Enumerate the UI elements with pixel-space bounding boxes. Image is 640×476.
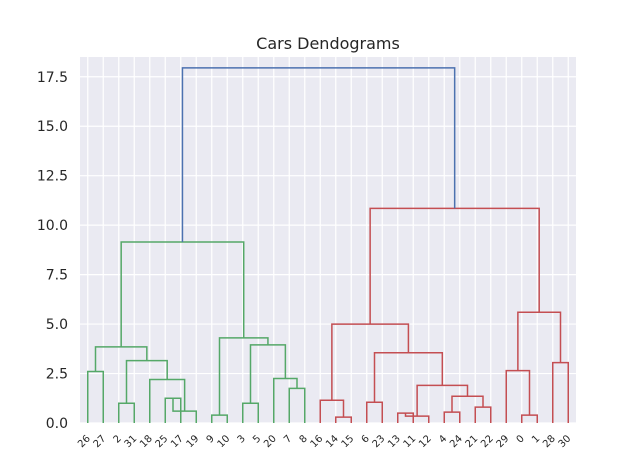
x-tick-label: 13 <box>386 433 403 450</box>
dendrogram-link <box>218 337 269 416</box>
y-tick-label: 15.0 <box>37 119 68 135</box>
y-tick-label: 7.5 <box>46 268 68 284</box>
dendrogram-link <box>319 399 345 423</box>
x-tick-label: 8 <box>298 433 310 445</box>
x-tick-label: 20 <box>262 433 279 450</box>
chart-title: Cars Dendograms <box>256 34 400 53</box>
x-tick-label: 12 <box>417 433 434 450</box>
y-tick-label: 10.0 <box>37 218 68 234</box>
x-tick-label: 10 <box>216 433 233 450</box>
x-tick-label: 27 <box>92 433 109 450</box>
x-tick-label: 23 <box>371 433 388 450</box>
dendrogram-link <box>335 416 352 423</box>
x-tick-label: 31 <box>123 433 140 450</box>
dendrogram-link <box>443 411 461 423</box>
x-tick-label: 28 <box>541 433 558 450</box>
x-tick-label: 30 <box>557 433 574 450</box>
x-tick-label: 9 <box>205 433 217 445</box>
x-tick-label: 3 <box>236 433 248 445</box>
x-tick-label: 2 <box>112 433 124 445</box>
x-tick-label: 14 <box>324 433 341 450</box>
dendrogram-link <box>181 67 456 242</box>
x-tick-label: 21 <box>464 433 481 450</box>
x-tick-label: 15 <box>340 433 357 450</box>
x-tick-label: 6 <box>360 433 372 445</box>
x-tick-label: 16 <box>309 433 326 450</box>
dendrogram-link <box>149 378 186 423</box>
dendrogram-link <box>404 413 430 423</box>
dendrogram-links <box>87 67 569 423</box>
dendrogram-link <box>397 412 414 423</box>
x-tick-label: 18 <box>138 433 155 450</box>
y-tick-label: 12.5 <box>37 169 68 185</box>
grid <box>80 57 576 424</box>
y-axis-ticks: 0.0 2.5 5.0 7.5 10.0 12.5 15.0 17.5 <box>37 70 68 432</box>
dendrogram-link <box>172 398 197 423</box>
y-tick-label: 5.0 <box>46 317 68 333</box>
x-tick-label: 5 <box>251 433 263 445</box>
x-tick-label: 0 <box>515 433 527 445</box>
dendrogram-link <box>474 406 492 423</box>
y-tick-label: 0.0 <box>46 416 68 432</box>
x-tick-label: 17 <box>169 433 186 450</box>
dendrogram-link <box>451 395 484 413</box>
plot-area <box>80 57 576 423</box>
x-tick-label: 29 <box>495 433 512 450</box>
x-tick-label: 22 <box>479 433 496 450</box>
dendrogram-link <box>373 352 444 403</box>
x-tick-label: 1 <box>530 433 542 445</box>
dendrogram-link <box>505 369 531 423</box>
x-tick-label: 26 <box>76 433 93 450</box>
x-tick-label: 24 <box>448 433 465 450</box>
x-tick-label: 25 <box>154 433 171 450</box>
y-tick-label: 2.5 <box>46 367 68 383</box>
x-tick-label: 7 <box>282 433 294 445</box>
x-tick-label: 19 <box>185 433 202 450</box>
dendrogram-link <box>369 207 540 325</box>
dendrogram-link <box>517 311 562 371</box>
x-tick-label: 11 <box>402 433 419 450</box>
y-tick-label: 17.5 <box>37 70 68 86</box>
dendrogram-link <box>416 384 469 417</box>
x-tick-label: 4 <box>437 433 449 445</box>
